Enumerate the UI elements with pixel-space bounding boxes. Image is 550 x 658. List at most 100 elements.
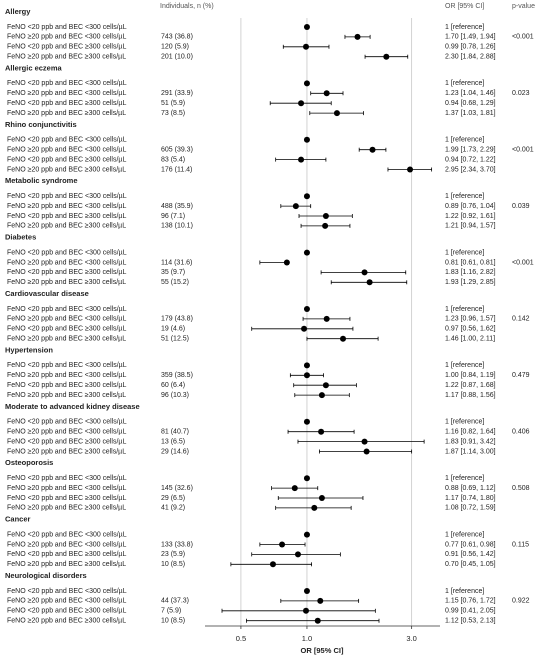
row-n: 10 (8.5)	[161, 561, 185, 568]
group-title: Cancer	[5, 515, 31, 524]
row-n: 120 (5.9)	[161, 44, 189, 51]
row-n: 359 (38.5)	[161, 372, 193, 379]
or-point	[322, 382, 329, 389]
row-or: 0.97 [0.56, 1.62]	[445, 326, 496, 333]
row-or: 1.93 [1.29, 2.85]	[445, 279, 496, 286]
row-label: FeNO ≥20 ppb and BEC ≥300 cells/µL	[7, 110, 126, 117]
or-point	[269, 561, 276, 568]
row-label: FeNO ≥20 ppb and BEC ≥300 cells/µL	[7, 561, 126, 568]
row-label: FeNO <20 ppb and BEC <300 cells/µL	[7, 80, 127, 87]
row-or: 1.87 [1.14, 3.00]	[445, 448, 496, 455]
row-label: FeNO ≥20 ppb and BEC ≥300 cells/µL	[7, 223, 126, 230]
or-point	[303, 306, 310, 312]
or-point	[317, 597, 324, 604]
p-value: 0.922	[512, 598, 530, 605]
or-point	[369, 146, 376, 153]
row-n: 114 (31.6)	[161, 259, 192, 266]
row-or: 1 [reference]	[445, 193, 484, 200]
row-or: 1.21 [0.94, 1.57]	[445, 223, 496, 230]
or-point	[303, 475, 310, 482]
row-or: 0.99 [0.41, 2.05]	[445, 608, 496, 615]
group-title: Metabolic syndrome	[5, 176, 78, 185]
row-label: FeNO <20 ppb and BEC ≥300 cells/µL	[7, 438, 126, 445]
row-n: 13 (6.5)	[161, 438, 185, 445]
row-or: 1.15 [0.76, 1.72]	[445, 598, 496, 605]
row-or: 1.23 [1.04, 1.46]	[445, 90, 496, 97]
x-tick-label: 0.5	[236, 634, 246, 643]
row-or: 0.99 [0.78, 1.26]	[445, 44, 496, 51]
row-label: FeNO <20 ppb and BEC ≥300 cells/µL	[7, 608, 126, 615]
row-or: 1.83 [1.16, 2.82]	[445, 269, 496, 276]
or-point	[318, 495, 325, 501]
x-tick-label: 3.0	[406, 634, 416, 643]
or-point	[298, 100, 305, 107]
row-or: 1 [reference]	[445, 419, 484, 426]
row-or: 0.94 [0.68, 1.29]	[445, 100, 496, 107]
group-title: Moderate to advanced kidney disease	[5, 402, 140, 411]
row-n: 60 (6.4)	[161, 382, 185, 389]
row-label: FeNO <20 ppb and BEC <300 cells/µL	[7, 419, 127, 426]
header-p: p-value	[512, 3, 535, 10]
row-label: FeNO <20 ppb and BEC ≥300 cells/µL	[7, 269, 126, 276]
row-label: FeNO <20 ppb and BEC <300 cells/µL	[7, 24, 127, 31]
row-or: 0.91 [0.56, 1.42]	[445, 551, 496, 558]
or-point	[303, 249, 310, 256]
row-or: 1.17 [0.88, 1.56]	[445, 392, 496, 399]
row-n: 55 (15.2)	[161, 279, 189, 286]
row-label: FeNO ≥20 ppb and BEC <300 cells/µL	[7, 485, 126, 492]
row-or: 1 [reference]	[445, 362, 484, 369]
or-point	[322, 222, 329, 229]
group-title: Hypertension	[5, 345, 53, 354]
p-value: 0.508	[512, 485, 530, 492]
row-label: FeNO ≥20 ppb and BEC <300 cells/µL	[7, 372, 126, 379]
group-title: Neurological disorders	[5, 571, 87, 580]
row-label: FeNO <20 ppb and BEC <300 cells/µL	[7, 249, 127, 256]
row-label: FeNO ≥20 ppb and BEC ≥300 cells/µL	[7, 448, 126, 455]
row-n: 201 (10.0)	[161, 54, 193, 61]
row-or: 0.70 [0.45, 1.05]	[445, 561, 496, 568]
header-individuals: Individuals, n (%)	[160, 3, 214, 10]
row-n: 51 (5.9)	[161, 100, 185, 107]
row-label: FeNO <20 ppb and BEC ≥300 cells/µL	[7, 495, 126, 502]
row-label: FeNO ≥20 ppb and BEC <300 cells/µL	[7, 259, 126, 266]
group-title: Diabetes	[5, 233, 36, 242]
row-n: 176 (11.4)	[161, 166, 192, 173]
row-or: 2.30 [1.84, 2.88]	[445, 54, 496, 61]
p-value: <0.001	[512, 34, 534, 41]
row-n: 23 (5.9)	[161, 551, 185, 558]
row-n: 10 (8.5)	[161, 618, 185, 625]
or-point	[303, 372, 310, 379]
row-or: 1 [reference]	[445, 24, 484, 31]
row-n: 7 (5.9)	[161, 608, 181, 615]
row-label: FeNO <20 ppb and BEC ≥300 cells/µL	[7, 44, 126, 51]
row-n: 179 (43.8)	[161, 316, 193, 323]
row-label: FeNO ≥20 ppb and BEC <300 cells/µL	[7, 203, 126, 210]
row-or: 0.77 [0.61, 0.98]	[445, 541, 496, 548]
or-point	[303, 531, 310, 538]
row-n: 96 (7.1)	[161, 213, 185, 220]
row-or: 1.23 [0.96, 1.57]	[445, 316, 496, 323]
or-point	[333, 110, 340, 117]
or-point	[407, 166, 414, 173]
row-n: 41 (9.2)	[161, 505, 185, 512]
row-or: 1.99 [1.73, 2.29]	[445, 147, 496, 154]
row-or: 1 [reference]	[445, 588, 484, 595]
x-tick-label: 1.0	[302, 634, 312, 643]
p-value: 0.406	[512, 429, 530, 436]
row-label: FeNO ≥20 ppb and BEC <300 cells/µL	[7, 90, 126, 97]
row-n: 81 (40.7)	[161, 429, 189, 436]
row-or: 1.46 [1.00, 2.11]	[445, 336, 495, 343]
row-or: 0.81 [0.61, 0.81]	[445, 259, 496, 266]
row-n: 743 (36.8)	[161, 34, 193, 41]
or-point	[303, 80, 310, 87]
row-label: FeNO ≥20 ppb and BEC <300 cells/µL	[7, 541, 126, 548]
row-label: FeNO ≥20 ppb and BEC ≥300 cells/µL	[7, 392, 126, 399]
row-n: 83 (5.4)	[161, 156, 185, 163]
row-n: 29 (14.6)	[161, 448, 189, 455]
row-n: 19 (4.6)	[161, 326, 185, 333]
row-label: FeNO <20 ppb and BEC <300 cells/µL	[7, 362, 127, 369]
or-point	[303, 362, 310, 369]
row-n: 44 (37.3)	[161, 598, 189, 605]
or-point	[318, 428, 325, 435]
